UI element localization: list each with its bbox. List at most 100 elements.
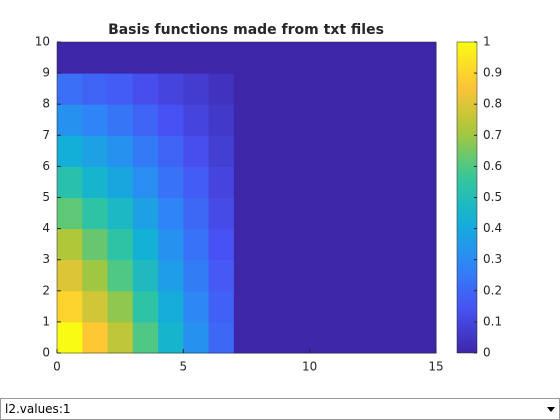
heatmap-cell <box>309 228 336 261</box>
heatmap-cell <box>284 135 311 167</box>
heatmap-cell <box>284 228 311 261</box>
colorbar-tick-label: 0.6 <box>483 159 502 173</box>
heatmap-cell <box>410 259 437 292</box>
heatmap-cell <box>233 135 260 167</box>
heatmap-cell <box>360 73 386 105</box>
heatmap-cell <box>57 259 83 292</box>
colorbar-tick-label: 0.9 <box>483 66 502 80</box>
heatmap-cell <box>360 290 386 323</box>
heatmap-cell <box>385 42 412 74</box>
y-tick-label: 0 <box>42 346 50 360</box>
colorbar-tick-label: 0.1 <box>483 314 502 328</box>
x-tick-label: 0 <box>53 360 61 374</box>
colorbar-tick-label: 0.3 <box>483 252 502 266</box>
heatmap-cell <box>334 104 361 136</box>
heatmap-cell <box>334 259 361 292</box>
heatmap-cell <box>158 104 184 136</box>
heatmap-cell <box>259 166 285 198</box>
heatmap-cell <box>82 321 109 354</box>
heatmap-cell <box>57 290 83 323</box>
heatmap-cell <box>82 73 109 105</box>
heatmap-cell <box>158 42 184 74</box>
heatmap-cell <box>410 228 437 261</box>
heatmap-cell <box>183 321 210 354</box>
heatmap-cell <box>309 104 336 136</box>
heatmap-cell <box>360 197 386 230</box>
heatmap-cell <box>309 135 336 167</box>
heatmap-cell <box>233 166 260 198</box>
heatmap-cell <box>208 321 235 354</box>
y-tick-label: 3 <box>42 252 50 266</box>
y-tick-label: 4 <box>42 221 50 235</box>
heatmap-cell <box>284 73 311 105</box>
heatmap-cell <box>233 228 260 261</box>
heatmap-cell <box>309 42 336 74</box>
x-tick-label: 15 <box>428 360 443 374</box>
heatmap-cell <box>183 197 210 230</box>
colorbar-tick-label: 0.4 <box>483 221 502 235</box>
heatmap-cell <box>360 166 386 198</box>
heatmap-cell <box>309 197 336 230</box>
heatmap-cell <box>132 42 159 74</box>
heatmap-cell <box>183 290 210 323</box>
heatmap-cell <box>334 321 361 354</box>
heatmap-cell <box>158 166 184 198</box>
heatmap-cell <box>385 290 412 323</box>
y-tick-label: 1 <box>42 314 50 328</box>
heatmap-cell <box>158 197 184 230</box>
heatmap-cell <box>334 42 361 74</box>
heatmap-cell <box>259 135 285 167</box>
heatmap-cell <box>360 135 386 167</box>
heatmap-cell <box>158 135 184 167</box>
heatmap-cell <box>132 135 159 167</box>
heatmap-cell <box>334 73 361 105</box>
heatmap-cell <box>132 321 159 354</box>
heatmap-cell <box>233 104 260 136</box>
heatmap-cell <box>158 259 184 292</box>
dropdown[interactable]: l2.values:1 <box>0 398 560 420</box>
heatmap-cell <box>284 42 311 74</box>
heatmap-cell <box>360 42 386 74</box>
heatmap-cell <box>57 197 83 230</box>
heatmap-cell <box>158 73 184 105</box>
heatmap-cell <box>183 104 210 136</box>
y-tick-label: 8 <box>42 97 50 111</box>
heatmap-cell <box>410 42 437 74</box>
heatmap-cell <box>132 166 159 198</box>
heatmap-cell <box>208 73 235 105</box>
heatmap-cell <box>57 73 83 105</box>
heatmap-cell <box>410 197 437 230</box>
heatmap-cell <box>183 42 210 74</box>
heatmap-cell <box>334 228 361 261</box>
heatmap-cell <box>107 166 134 198</box>
heatmap-cell <box>233 290 260 323</box>
heatmap-cell <box>208 259 235 292</box>
heatmap-cell <box>410 135 437 167</box>
heatmap-cell <box>284 166 311 198</box>
heatmap-cell <box>284 104 311 136</box>
heatmap-cell <box>82 104 109 136</box>
heatmap-cell <box>309 321 336 354</box>
heatmap-cell <box>309 166 336 198</box>
heatmap-cell <box>208 42 235 74</box>
heatmap-cell <box>284 259 311 292</box>
y-tick-label: 9 <box>42 66 50 80</box>
heatmap-cell <box>208 135 235 167</box>
heatmap-cell <box>158 290 184 323</box>
heatmap-cell <box>410 321 437 354</box>
heatmap-cell <box>57 42 83 74</box>
y-tick-label: 7 <box>42 128 50 142</box>
heatmap-cell <box>132 228 159 261</box>
heatmap-cell <box>309 259 336 292</box>
heatmap-cell <box>57 166 83 198</box>
heatmap-cell <box>183 135 210 167</box>
x-tick-label: 5 <box>180 360 188 374</box>
heatmap-cell <box>107 259 134 292</box>
heatmap-cell <box>259 197 285 230</box>
heatmap-cell <box>259 42 285 74</box>
heatmap-cell <box>82 197 109 230</box>
heatmap-cell <box>57 104 83 136</box>
heatmap-cell <box>334 197 361 230</box>
heatmap-cell <box>208 197 235 230</box>
